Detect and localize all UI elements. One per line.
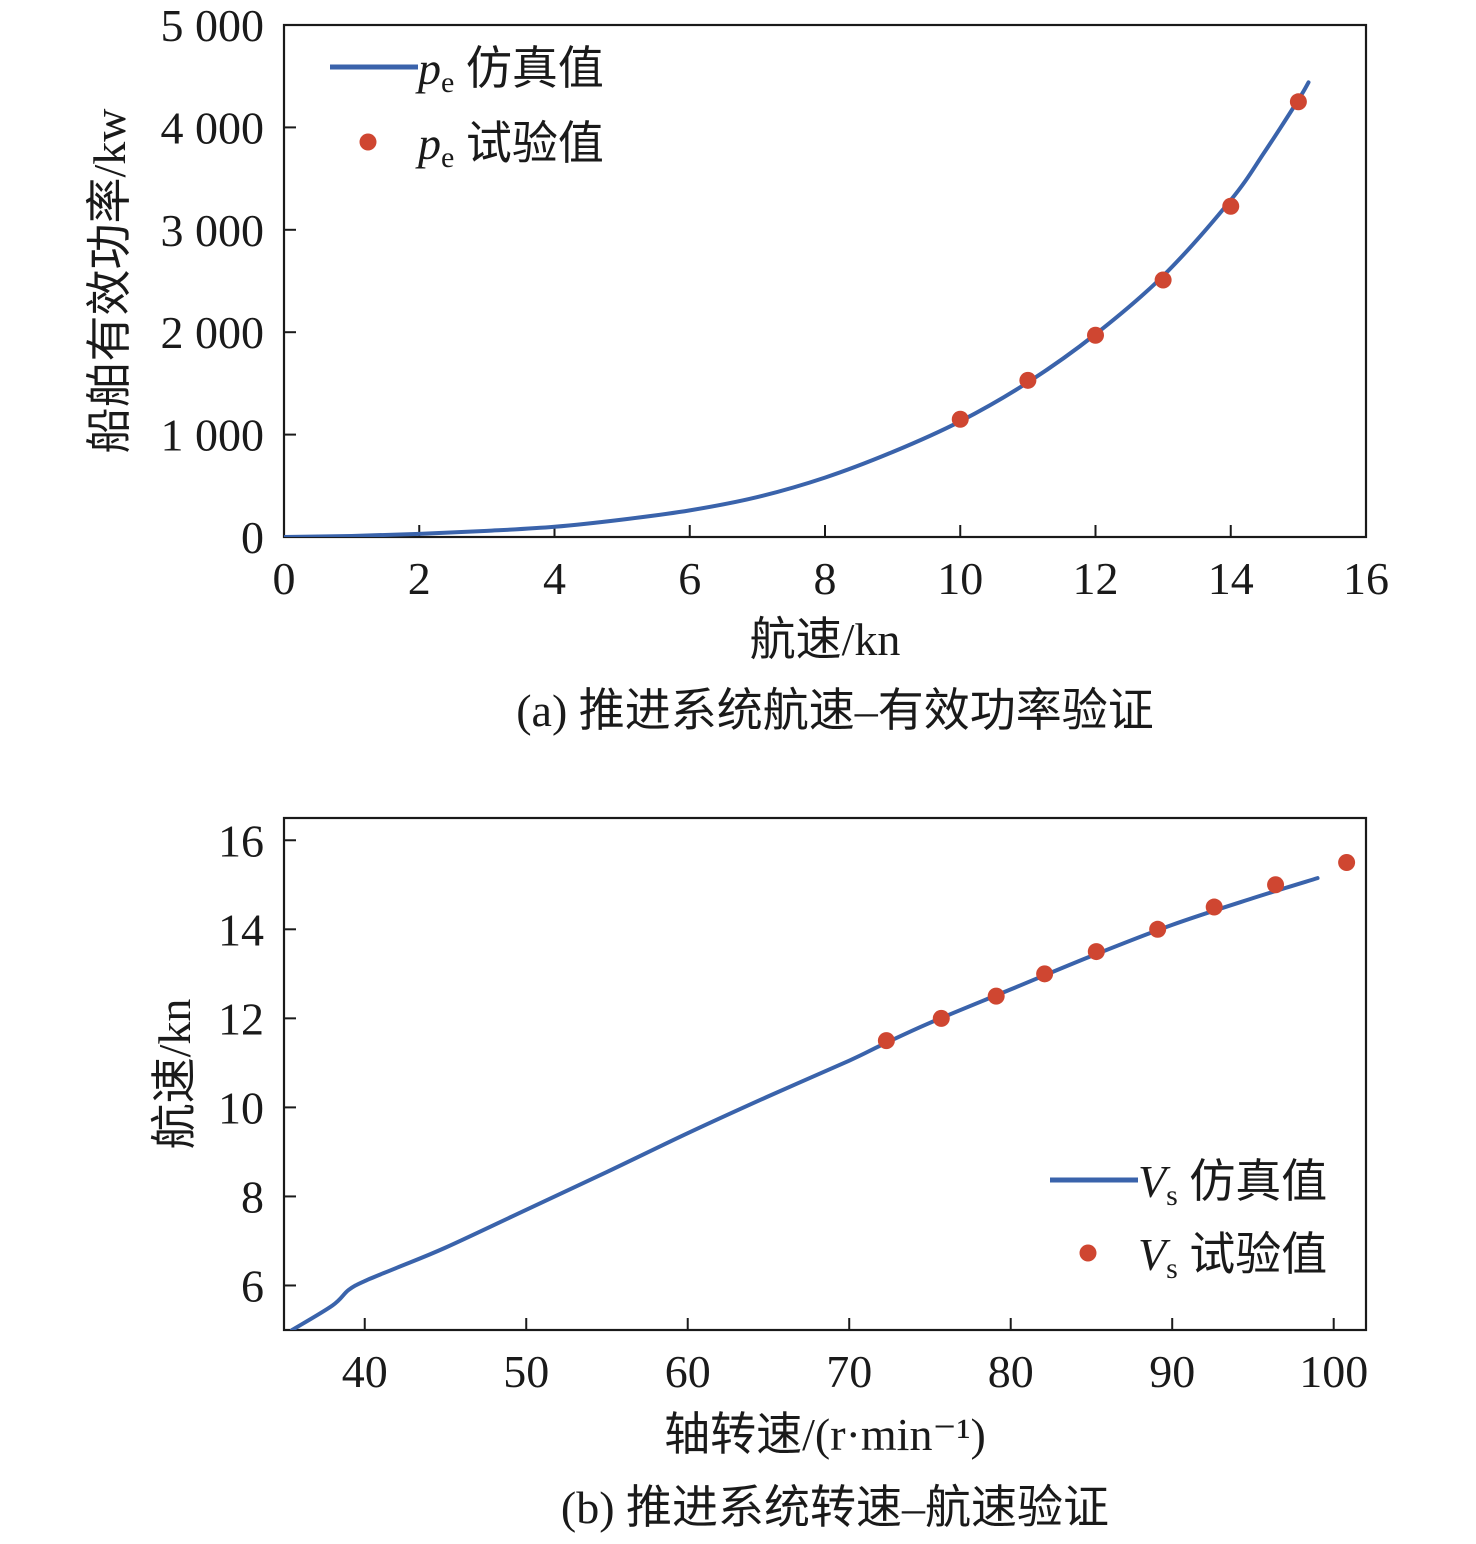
plot-frame bbox=[282, 23, 1368, 539]
x-axis-title: 航速/kn bbox=[750, 614, 901, 665]
y-tick-label: 6 bbox=[241, 1260, 264, 1311]
x-tick-label: 60 bbox=[665, 1346, 711, 1397]
data-point bbox=[1338, 854, 1356, 872]
data-point bbox=[1267, 876, 1285, 894]
y-tick-label: 3 000 bbox=[161, 205, 265, 256]
legend-marker-swatch bbox=[1079, 1244, 1097, 1262]
legend-label: pe 仿真值 bbox=[415, 43, 604, 99]
data-point bbox=[1222, 197, 1240, 215]
y-tick-label: 2 000 bbox=[161, 307, 265, 358]
x-tick-label: 12 bbox=[1073, 553, 1119, 604]
y-tick-label: 1 000 bbox=[161, 410, 265, 461]
y-tick-label: 16 bbox=[218, 815, 264, 866]
legend-marker-swatch bbox=[359, 133, 377, 151]
y-tick-label: 14 bbox=[218, 904, 264, 955]
x-tick-label: 50 bbox=[503, 1346, 549, 1397]
legend: Vs 仿真值 Vs 试验值 bbox=[1050, 1156, 1327, 1285]
data-point bbox=[951, 410, 969, 428]
x-tick-label: 4 bbox=[543, 553, 566, 604]
y-tick-label: 8 bbox=[241, 1171, 264, 1222]
data-point bbox=[1154, 271, 1172, 289]
x-tick-label: 8 bbox=[814, 553, 837, 604]
y-tick-label: 5 000 bbox=[161, 0, 265, 51]
panel-caption: (a) 推进系统航速–有效功率验证 bbox=[516, 685, 1154, 736]
x-tick-label: 100 bbox=[1299, 1346, 1368, 1397]
y-tick-label: 0 bbox=[241, 512, 264, 563]
legend-label: pe 试验值 bbox=[415, 118, 604, 174]
panel-caption: (b) 推进系统转速–航速验证 bbox=[561, 1482, 1109, 1533]
chart-panel-a: 0 2 4 6 8 10 12 14 16 0 1 000 2 000 3 000 4 000 5 000 航… bbox=[84, 0, 1389, 736]
x-tick-label: 6 bbox=[678, 553, 701, 604]
data-point bbox=[1019, 371, 1037, 389]
x-tick-label: 2 bbox=[408, 553, 431, 604]
x-tick-label: 80 bbox=[988, 1346, 1034, 1397]
x-tick-label: 14 bbox=[1208, 553, 1254, 604]
data-point bbox=[1087, 943, 1105, 961]
data-point bbox=[1149, 920, 1167, 938]
x-tick-label: 0 bbox=[273, 553, 296, 604]
x-tick-label: 70 bbox=[826, 1346, 872, 1397]
x-tick-label: 10 bbox=[937, 553, 983, 604]
data-point bbox=[987, 987, 1005, 1005]
series-line bbox=[290, 876, 1320, 1330]
x-axis-title: 轴转速/(r·min⁻¹) bbox=[664, 1409, 986, 1460]
y-axis-title: 航速/kn bbox=[149, 999, 200, 1150]
legend-label: Vs 试验值 bbox=[1138, 1229, 1327, 1285]
legend: pe 仿真值 pe 试验值 bbox=[330, 43, 604, 174]
data-point bbox=[1289, 93, 1307, 111]
data-point bbox=[1205, 898, 1223, 916]
chart-panel-b: 40 50 60 70 80 90 100 6 8 10 12 14 16 轴转速/(r·min⁻¹) 航速… bbox=[149, 815, 1368, 1533]
y-tick-label: 4 000 bbox=[161, 102, 265, 153]
legend-label: Vs 仿真值 bbox=[1138, 1156, 1327, 1212]
y-tick-label: 12 bbox=[218, 993, 264, 1044]
data-point bbox=[1087, 326, 1104, 344]
x-tick-label: 16 bbox=[1343, 553, 1389, 604]
x-tick-label: 40 bbox=[342, 1346, 388, 1397]
data-point bbox=[932, 1009, 950, 1027]
y-tick-label: 10 bbox=[218, 1082, 264, 1133]
y-axis-title: 船舶有效功率/kw bbox=[84, 108, 135, 454]
data-point bbox=[1036, 965, 1054, 983]
x-tick-label: 90 bbox=[1149, 1346, 1195, 1397]
data-point bbox=[877, 1032, 895, 1050]
plot-frame bbox=[282, 816, 1368, 1332]
